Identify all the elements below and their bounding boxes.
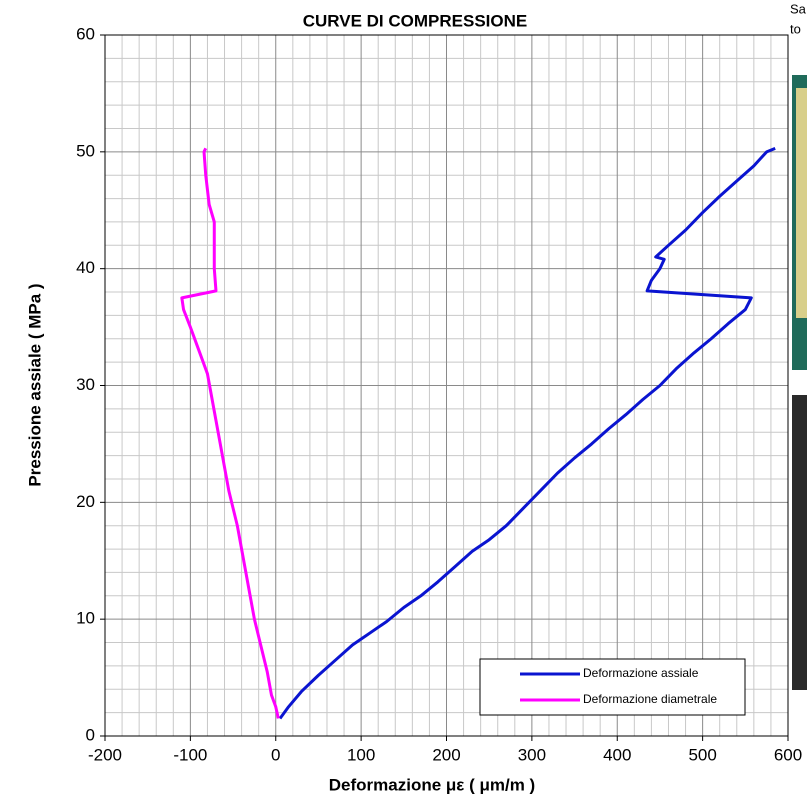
x-tick-label: 0 [271,745,280,764]
x-tick-label: 200 [432,745,460,764]
chart-title: CURVE DI COMPRESSIONE [303,11,528,30]
y-tick-label: 30 [76,375,95,394]
data-line [180,147,280,719]
y-tick-label: 0 [86,725,95,744]
legend-label: Deformazione diametrale [583,692,717,706]
y-tick-label: 40 [76,258,95,277]
y-tick-label: 50 [76,141,95,160]
y-tick-label: 20 [76,492,95,511]
data-line [278,146,776,720]
legend-label: Deformazione assiale [583,666,699,680]
x-tick-label: 400 [603,745,631,764]
x-tick-label: -100 [173,745,207,764]
side-text: Sa [790,1,807,16]
x-tick-label: 300 [518,745,546,764]
grid [104,34,789,737]
photo [792,395,807,690]
y-tick-label: 10 [76,609,95,628]
photo-detail [796,88,807,318]
y-axis-label: Pressione assiale ( MPa ) [25,283,44,486]
y-tick-label: 60 [76,24,95,43]
x-tick-label: -200 [88,745,122,764]
x-tick-label: 600 [774,745,802,764]
x-tick-label: 100 [347,745,375,764]
x-axis-label: Deformazione με ( μm/m ) [329,775,535,794]
legend [479,658,746,716]
x-tick-label: 500 [688,745,716,764]
side-text: to [790,21,801,36]
